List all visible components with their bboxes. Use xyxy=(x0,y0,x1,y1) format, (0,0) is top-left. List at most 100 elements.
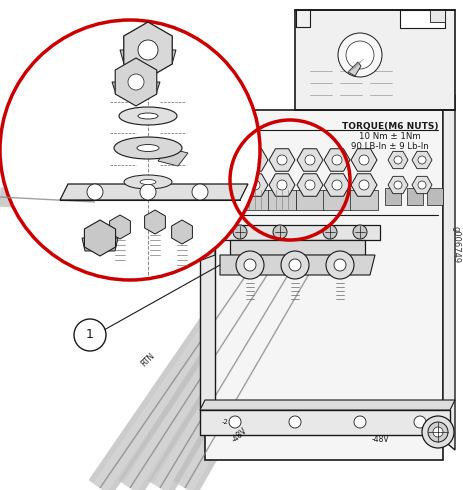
Circle shape xyxy=(229,416,240,428)
Polygon shape xyxy=(295,190,323,210)
Circle shape xyxy=(393,181,401,189)
Circle shape xyxy=(276,155,287,165)
Circle shape xyxy=(236,251,263,279)
Circle shape xyxy=(393,156,401,164)
Ellipse shape xyxy=(137,145,159,151)
Polygon shape xyxy=(112,82,160,94)
Polygon shape xyxy=(214,174,240,196)
Circle shape xyxy=(192,184,207,200)
Circle shape xyxy=(250,155,259,165)
Polygon shape xyxy=(406,188,422,205)
Polygon shape xyxy=(242,174,268,196)
Polygon shape xyxy=(322,190,350,210)
Polygon shape xyxy=(240,190,269,210)
Circle shape xyxy=(333,259,345,271)
Polygon shape xyxy=(347,62,360,76)
Polygon shape xyxy=(350,174,376,196)
Circle shape xyxy=(352,225,366,239)
Polygon shape xyxy=(429,10,444,22)
Polygon shape xyxy=(214,149,240,172)
Polygon shape xyxy=(171,220,192,244)
Circle shape xyxy=(223,180,232,190)
Polygon shape xyxy=(200,410,449,435)
Circle shape xyxy=(232,225,246,239)
Circle shape xyxy=(432,427,442,437)
Polygon shape xyxy=(323,174,349,196)
Circle shape xyxy=(223,155,232,165)
Polygon shape xyxy=(230,240,364,255)
Circle shape xyxy=(345,41,373,69)
Circle shape xyxy=(421,416,453,448)
Text: -48V: -48V xyxy=(370,435,388,444)
Circle shape xyxy=(138,40,158,60)
Circle shape xyxy=(74,319,106,351)
Polygon shape xyxy=(200,400,454,410)
Circle shape xyxy=(325,251,353,279)
Circle shape xyxy=(304,155,314,165)
Circle shape xyxy=(322,225,336,239)
Circle shape xyxy=(281,251,308,279)
Text: g006749: g006749 xyxy=(450,226,459,264)
Polygon shape xyxy=(350,149,376,172)
Polygon shape xyxy=(242,149,268,172)
Circle shape xyxy=(250,180,259,190)
Circle shape xyxy=(276,180,287,190)
Circle shape xyxy=(244,259,256,271)
Text: -48V: -48V xyxy=(230,426,249,444)
Polygon shape xyxy=(84,220,115,256)
Polygon shape xyxy=(426,188,442,205)
Polygon shape xyxy=(82,238,118,251)
Text: 1: 1 xyxy=(86,328,94,342)
Text: TORQUE(M6 NUTS): TORQUE(M6 NUTS) xyxy=(341,122,438,131)
Text: 10 Nm ± 1Nm: 10 Nm ± 1Nm xyxy=(358,132,420,141)
Polygon shape xyxy=(144,210,165,234)
Ellipse shape xyxy=(140,179,156,185)
Polygon shape xyxy=(296,174,322,196)
Text: -2: -2 xyxy=(221,419,228,425)
Polygon shape xyxy=(411,151,431,169)
Circle shape xyxy=(304,180,314,190)
Circle shape xyxy=(353,416,365,428)
Ellipse shape xyxy=(138,113,158,119)
Polygon shape xyxy=(120,50,175,64)
Polygon shape xyxy=(124,22,172,78)
Circle shape xyxy=(140,184,156,200)
Circle shape xyxy=(358,180,368,190)
Circle shape xyxy=(427,422,447,442)
Circle shape xyxy=(288,416,300,428)
Circle shape xyxy=(413,416,425,428)
Polygon shape xyxy=(296,149,322,172)
Text: 90 LB-In ± 9 Lb-In: 90 LB-In ± 9 Lb-In xyxy=(350,142,428,151)
Polygon shape xyxy=(384,188,400,205)
Polygon shape xyxy=(200,110,214,410)
Polygon shape xyxy=(219,255,374,275)
Polygon shape xyxy=(387,151,407,169)
Polygon shape xyxy=(115,58,156,106)
Ellipse shape xyxy=(119,107,176,125)
Polygon shape xyxy=(213,190,242,210)
Circle shape xyxy=(332,155,341,165)
Polygon shape xyxy=(411,176,431,194)
Polygon shape xyxy=(387,176,407,194)
Polygon shape xyxy=(158,148,188,166)
Circle shape xyxy=(0,20,259,280)
Polygon shape xyxy=(268,190,295,210)
Polygon shape xyxy=(269,149,294,172)
Ellipse shape xyxy=(114,137,181,159)
Circle shape xyxy=(337,33,381,77)
Polygon shape xyxy=(323,149,349,172)
Circle shape xyxy=(87,184,103,200)
Circle shape xyxy=(288,259,300,271)
Polygon shape xyxy=(205,110,442,460)
Circle shape xyxy=(417,156,425,164)
Polygon shape xyxy=(269,174,294,196)
Circle shape xyxy=(358,155,368,165)
Circle shape xyxy=(417,181,425,189)
Ellipse shape xyxy=(124,175,172,189)
Polygon shape xyxy=(349,190,377,210)
Polygon shape xyxy=(109,215,130,239)
Circle shape xyxy=(332,180,341,190)
Polygon shape xyxy=(442,95,454,450)
Polygon shape xyxy=(214,225,379,240)
Polygon shape xyxy=(175,210,214,270)
